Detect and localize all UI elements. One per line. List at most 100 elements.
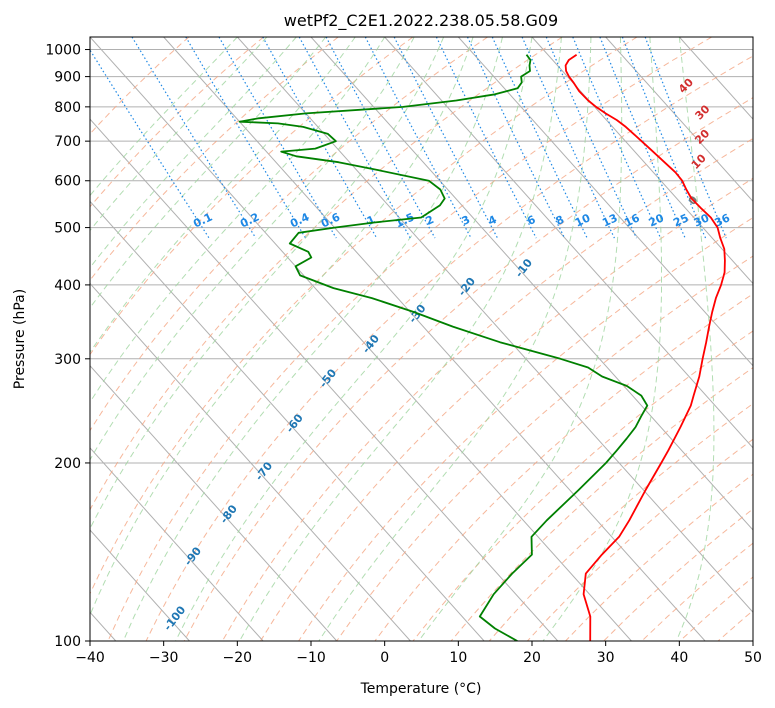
moist-adiabat-line bbox=[90, 37, 386, 403]
profile-traces bbox=[238, 53, 726, 641]
mixing-ratio-line bbox=[218, 37, 337, 239]
dry-adiabat-line bbox=[450, 367, 753, 641]
y-tick-label: 700 bbox=[54, 134, 81, 150]
moist-adiabat-line bbox=[239, 37, 562, 641]
y-tick-label: 200 bbox=[54, 456, 81, 472]
isotherm-line bbox=[90, 118, 559, 641]
moist-adiabat-line bbox=[676, 37, 715, 641]
mixing-ratio-line bbox=[521, 37, 615, 239]
dry-adiabat-label: 10 bbox=[689, 151, 709, 171]
isotherm-line bbox=[678, 37, 753, 120]
moist-adiabat-label: -90 bbox=[182, 544, 205, 568]
dry-adiabat-line bbox=[374, 293, 753, 641]
moist-adiabat-line bbox=[90, 37, 356, 354]
moist-adiabat-label: -60 bbox=[283, 411, 306, 435]
mixing-ratio-label: 25 bbox=[671, 211, 690, 229]
dry-adiabat-line bbox=[90, 37, 563, 511]
isotherm-line bbox=[163, 37, 706, 641]
isotherm-line bbox=[752, 37, 753, 38]
isotherm-line bbox=[605, 37, 753, 203]
x-tick-label: −10 bbox=[296, 650, 326, 666]
moist-adiabat-line bbox=[90, 37, 445, 530]
moist-adiabat-line bbox=[90, 37, 238, 197]
mixing-ratio-label: 8 bbox=[554, 213, 566, 228]
moist-adiabat-label: -100 bbox=[161, 603, 188, 633]
moist-adiabat-label: -80 bbox=[217, 502, 240, 526]
x-tick-label: −30 bbox=[149, 650, 179, 666]
mixing-ratio-label: 36 bbox=[713, 211, 733, 229]
dry-adiabat-label: 20 bbox=[692, 127, 712, 147]
y-tick-label: 800 bbox=[54, 100, 81, 116]
mixing-ratio-line bbox=[435, 37, 537, 239]
isotherm-line bbox=[90, 529, 190, 641]
x-tick-label: −20 bbox=[223, 650, 253, 666]
dry-adiabat-line bbox=[145, 55, 753, 641]
x-tick-label: 30 bbox=[597, 650, 615, 666]
isotherm-line bbox=[90, 447, 264, 641]
mixing-ratio-label: 4 bbox=[486, 213, 499, 228]
dry-adiabat-label: 30 bbox=[693, 102, 713, 122]
x-tick-label: 40 bbox=[670, 650, 688, 666]
moist-adiabat-line bbox=[90, 37, 327, 309]
mixing-ratio-line bbox=[599, 37, 686, 239]
moist-adiabat-label: -20 bbox=[456, 275, 479, 299]
dry-adiabat-line bbox=[90, 37, 190, 135]
dry-adiabat-line bbox=[717, 609, 753, 641]
y-tick-label: 100 bbox=[54, 634, 81, 650]
isotherm-line bbox=[310, 37, 753, 531]
moist-adiabat-line bbox=[90, 37, 268, 232]
mixing-ratio-label: 20 bbox=[647, 211, 667, 229]
mixing-ratio-label: 30 bbox=[692, 211, 712, 229]
y-tick-label: 400 bbox=[54, 278, 81, 294]
axes: −40 −30 −20 −10 0 10 20 30 40 50 100 200 300 400 500 60… bbox=[45, 43, 762, 666]
mixing-ratio-label: 13 bbox=[600, 211, 619, 229]
x-tick-label: 50 bbox=[744, 650, 762, 666]
x-tick-label: 0 bbox=[380, 650, 389, 666]
moist-adiabat-line bbox=[90, 37, 297, 269]
y-tick-label: 500 bbox=[54, 221, 81, 237]
mixing-ratio-line bbox=[90, 49, 210, 239]
mixing-ratio-line bbox=[491, 37, 588, 239]
dewpoint-trace bbox=[238, 54, 649, 641]
dry-adiabat-line bbox=[679, 576, 753, 641]
moist-adiabat-line bbox=[90, 37, 474, 617]
moist-adiabat-line bbox=[175, 37, 533, 641]
mixing-ratio-line bbox=[185, 37, 307, 239]
moist-adiabat-line bbox=[122, 37, 503, 641]
dry-adiabat-line bbox=[412, 330, 753, 641]
dry-adiabat-line bbox=[90, 37, 414, 356]
moist-adiabat-label: -10 bbox=[513, 256, 536, 280]
dry-adiabat-line bbox=[336, 255, 753, 641]
temperature-trace bbox=[564, 53, 726, 641]
isotherm-line bbox=[457, 37, 753, 367]
moist-adiabat-line bbox=[318, 37, 592, 641]
moist-adiabat-line bbox=[418, 37, 623, 641]
dry-adiabat-line bbox=[90, 37, 488, 432]
x-axis-label: Temperature (°C) bbox=[360, 681, 482, 697]
plot-frame bbox=[89, 36, 754, 642]
x-tick-label: −40 bbox=[75, 650, 105, 666]
moist-adiabat-label: -50 bbox=[317, 366, 340, 390]
dry-adiabat-line bbox=[756, 37, 775, 641]
background-lines bbox=[90, 37, 775, 641]
isotherm-line bbox=[90, 37, 632, 641]
isotherm-line bbox=[384, 37, 753, 449]
mixing-ratio-label: 10 bbox=[573, 211, 593, 229]
chart-title: wetPf2_C2E1.2022.238.05.58.G09 bbox=[284, 11, 558, 31]
mixing-ratio-line bbox=[572, 37, 662, 239]
isotherm-line bbox=[531, 37, 753, 285]
dry-adiabat-line bbox=[107, 37, 712, 641]
mixing-ratio-label: 6 bbox=[525, 213, 538, 228]
mixing-ratio-label: 16 bbox=[622, 211, 642, 229]
x-tick-label: 10 bbox=[449, 650, 467, 666]
mixing-ratio-line bbox=[131, 37, 257, 239]
moist-adiabat-line bbox=[542, 37, 662, 641]
y-tick-label: 1000 bbox=[45, 43, 81, 59]
isotherm-line bbox=[236, 37, 753, 613]
y-axis-label: Pressure (hPa) bbox=[12, 289, 28, 389]
dry-adiabat-line bbox=[90, 37, 264, 208]
dry-adiabat-line bbox=[90, 37, 339, 281]
isotherm-line bbox=[90, 200, 485, 641]
dry-adiabat-line bbox=[527, 438, 753, 641]
